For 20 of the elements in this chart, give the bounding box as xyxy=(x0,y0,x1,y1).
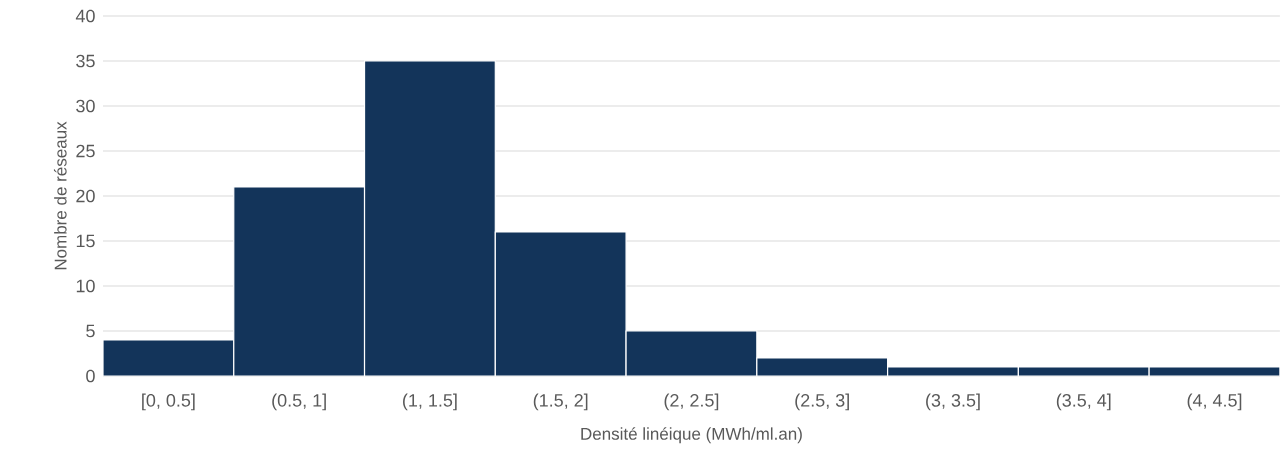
y-tick-label: 35 xyxy=(76,54,95,68)
y-tick-label: 40 xyxy=(75,9,95,23)
y-tick-label: 20 xyxy=(76,189,95,203)
y-axis-title: Nombre de réseaux xyxy=(53,121,67,270)
x-tick-label: (3.5, 4] xyxy=(1056,393,1111,411)
x-tick-label: (1, 1.5] xyxy=(403,393,457,411)
x-tick-label: (4, 4.5] xyxy=(1187,393,1242,411)
x-tick-label: (2, 2.5] xyxy=(664,393,719,411)
x-tick-label: (2.5, 3] xyxy=(795,393,849,411)
x-tick-label: (0.5, 1] xyxy=(272,393,326,411)
y-tick-label: 15 xyxy=(76,234,95,248)
y-tick-label: 10 xyxy=(76,279,95,293)
x-tick-label: (3, 3.5] xyxy=(926,393,980,411)
x-tick-label: (1.5, 2] xyxy=(533,393,588,411)
y-tick-label: 5 xyxy=(86,324,95,338)
x-tick-label: [0, 0.5] xyxy=(142,393,195,411)
y-tick-label: 0 xyxy=(86,369,95,383)
y-tick-label: 25 xyxy=(76,144,95,158)
y-tick-label: 30 xyxy=(76,99,95,113)
x-axis-title: Densité linéique (MWh/ml.an) xyxy=(581,427,802,444)
